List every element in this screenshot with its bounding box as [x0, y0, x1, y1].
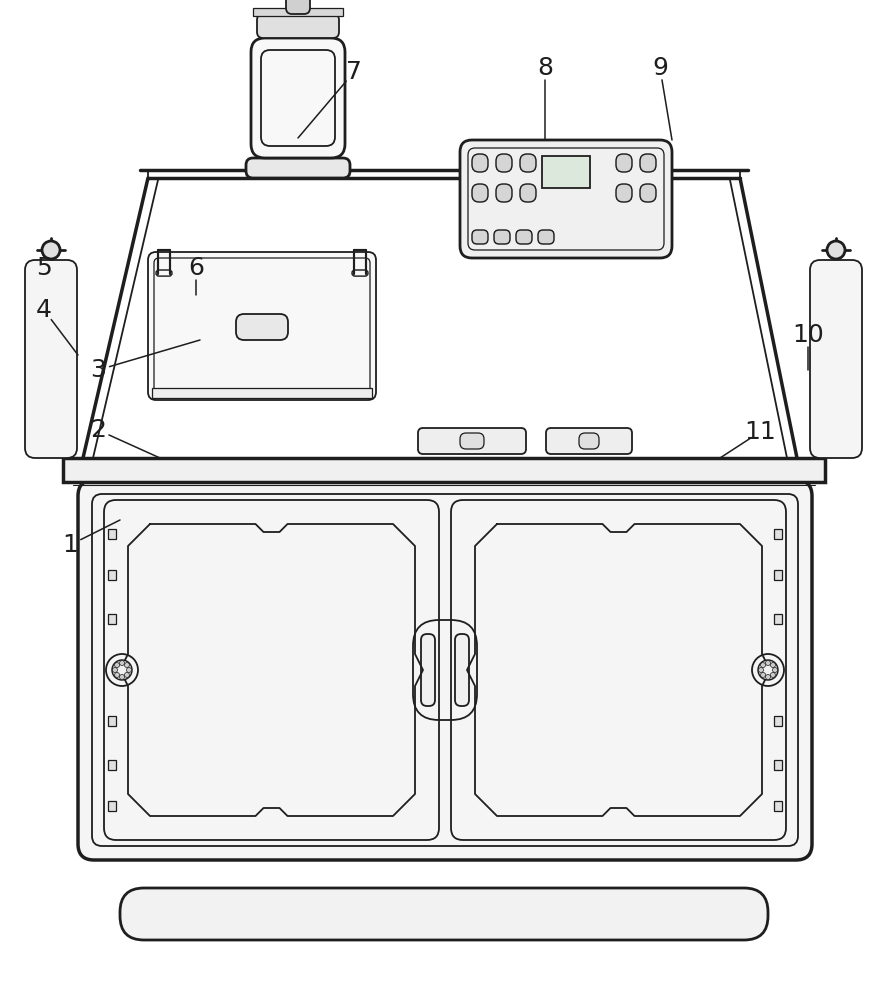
FancyBboxPatch shape — [251, 38, 345, 158]
Text: 1: 1 — [62, 533, 78, 557]
Circle shape — [771, 672, 775, 677]
Circle shape — [126, 668, 131, 672]
FancyBboxPatch shape — [25, 260, 77, 458]
Circle shape — [115, 672, 120, 677]
FancyBboxPatch shape — [496, 154, 512, 172]
Text: 2: 2 — [90, 418, 106, 442]
FancyBboxPatch shape — [496, 184, 512, 202]
FancyBboxPatch shape — [460, 140, 672, 258]
FancyBboxPatch shape — [494, 230, 510, 244]
FancyBboxPatch shape — [538, 230, 554, 244]
FancyBboxPatch shape — [472, 154, 488, 172]
Bar — [774, 801, 782, 811]
FancyBboxPatch shape — [640, 184, 656, 202]
Bar — [108, 801, 116, 811]
Text: 6: 6 — [188, 256, 204, 280]
FancyBboxPatch shape — [246, 158, 350, 178]
Bar — [108, 614, 116, 624]
FancyBboxPatch shape — [236, 314, 288, 340]
Text: 3: 3 — [90, 358, 106, 382]
Bar — [108, 570, 116, 580]
Circle shape — [120, 660, 124, 666]
FancyBboxPatch shape — [120, 888, 768, 940]
FancyBboxPatch shape — [257, 14, 339, 38]
Text: 10: 10 — [792, 323, 824, 347]
Circle shape — [113, 668, 117, 672]
Text: 11: 11 — [744, 420, 776, 444]
Bar — [774, 570, 782, 580]
Circle shape — [120, 674, 124, 680]
Circle shape — [758, 668, 764, 672]
Circle shape — [124, 663, 130, 668]
Text: 4: 4 — [36, 298, 52, 322]
FancyBboxPatch shape — [421, 634, 435, 706]
FancyBboxPatch shape — [418, 428, 526, 454]
Bar — [774, 614, 782, 624]
Circle shape — [765, 660, 771, 666]
Circle shape — [112, 660, 132, 680]
Circle shape — [115, 663, 120, 668]
FancyBboxPatch shape — [546, 428, 632, 454]
Circle shape — [771, 663, 775, 668]
FancyBboxPatch shape — [520, 184, 536, 202]
Bar — [774, 529, 782, 539]
FancyBboxPatch shape — [520, 154, 536, 172]
Circle shape — [42, 241, 60, 259]
Circle shape — [758, 660, 778, 680]
Circle shape — [760, 672, 765, 677]
FancyBboxPatch shape — [640, 154, 656, 172]
FancyBboxPatch shape — [472, 230, 488, 244]
Circle shape — [760, 663, 765, 668]
FancyBboxPatch shape — [472, 184, 488, 202]
Bar — [152, 388, 372, 398]
FancyBboxPatch shape — [78, 480, 812, 860]
Circle shape — [765, 674, 771, 680]
Circle shape — [773, 668, 778, 672]
Text: 9: 9 — [652, 56, 668, 80]
FancyBboxPatch shape — [516, 230, 532, 244]
Circle shape — [124, 672, 130, 677]
FancyBboxPatch shape — [286, 0, 310, 14]
Circle shape — [827, 241, 845, 259]
FancyBboxPatch shape — [579, 433, 599, 449]
FancyBboxPatch shape — [810, 260, 862, 458]
Bar — [774, 716, 782, 726]
FancyBboxPatch shape — [616, 154, 632, 172]
Text: 5: 5 — [36, 256, 52, 280]
FancyBboxPatch shape — [148, 252, 376, 400]
Text: 7: 7 — [346, 60, 362, 84]
Bar — [253, 8, 343, 16]
FancyBboxPatch shape — [455, 634, 469, 706]
Bar — [63, 458, 825, 482]
Bar — [774, 760, 782, 770]
Bar — [108, 716, 116, 726]
Bar — [108, 529, 116, 539]
FancyBboxPatch shape — [616, 184, 632, 202]
Bar — [108, 760, 116, 770]
Text: 8: 8 — [537, 56, 553, 80]
Bar — [542, 156, 590, 188]
FancyBboxPatch shape — [460, 433, 484, 449]
